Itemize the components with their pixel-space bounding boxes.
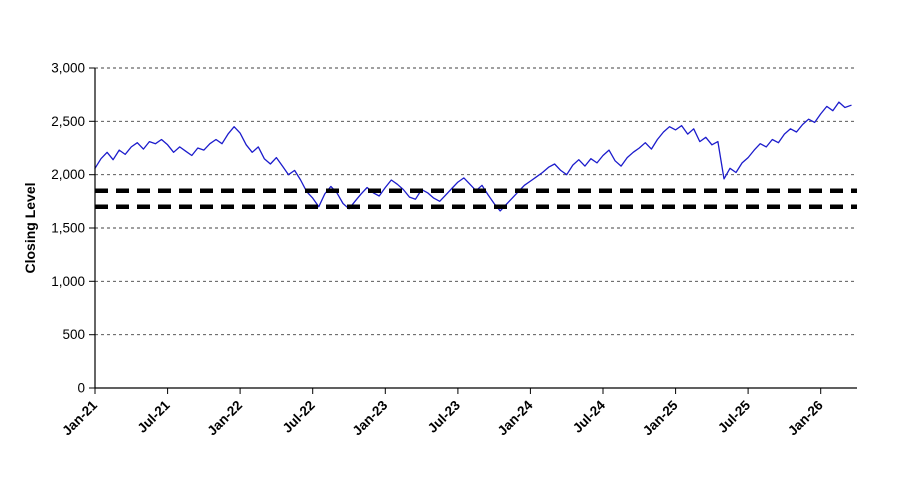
- x-tick-label: Jul-24: [570, 397, 609, 436]
- x-tick-label: Jan-26: [785, 397, 826, 438]
- y-tick-label: 500: [62, 327, 85, 342]
- x-tick-label: Jan-21: [59, 397, 100, 438]
- y-tick-label: 3,000: [51, 61, 85, 76]
- x-tick-label: Jul-21: [135, 397, 174, 436]
- y-tick-label: 1,500: [51, 221, 85, 236]
- x-tick-label: Jan-23: [350, 397, 391, 438]
- y-tick-label: 2,000: [51, 167, 85, 182]
- x-tick-label: Jul-25: [715, 397, 754, 436]
- series-line-closing-level: [94, 101, 852, 212]
- x-tick-label: Jan-24: [495, 397, 536, 438]
- x-tick-label: Jan-22: [204, 398, 245, 439]
- y-tick-label: 2,500: [51, 114, 85, 129]
- x-tick-label: Jul-23: [425, 397, 464, 436]
- x-tick-label: Jul-22: [280, 398, 318, 436]
- x-tick-label: Jan-25: [640, 397, 681, 438]
- y-tick-label: 0: [77, 381, 85, 396]
- y-tick-label: 1,000: [51, 274, 85, 289]
